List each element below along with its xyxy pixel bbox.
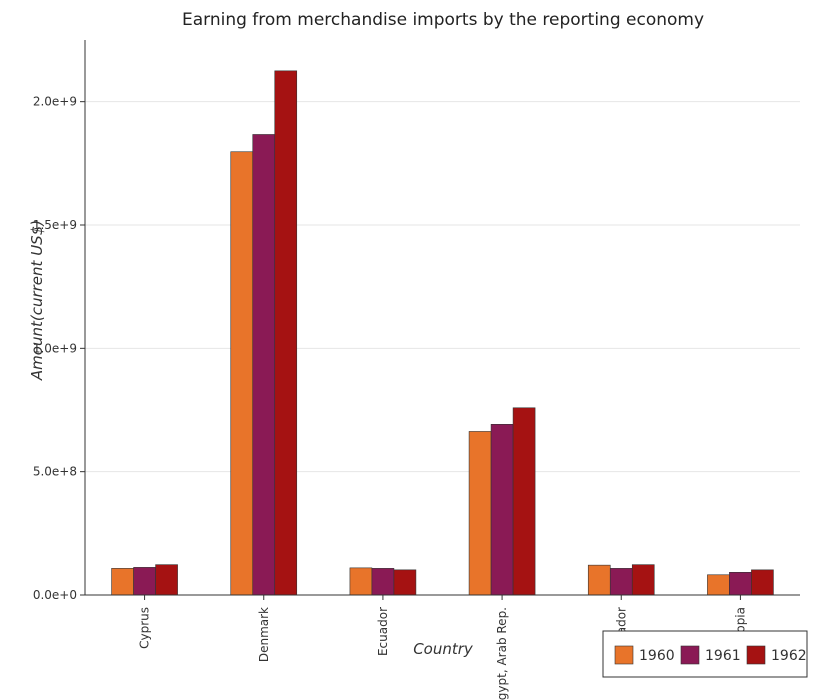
bar-1960 — [707, 574, 730, 596]
x-tick-label: Ecuador — [376, 607, 390, 656]
bar-1961 — [133, 567, 156, 596]
bar-1960 — [111, 568, 134, 596]
legend-swatch — [746, 645, 766, 665]
bar-1962 — [512, 407, 536, 596]
x-tick-label: Denmark — [257, 607, 271, 662]
legend-label: 1961 — [705, 648, 741, 664]
bar-1962 — [393, 569, 417, 596]
bar-1962 — [274, 70, 298, 596]
bar-1960 — [468, 431, 492, 596]
y-tick-label: 0.0e+0 — [33, 588, 77, 602]
legend-label: 1960 — [639, 648, 675, 664]
bar-1961 — [252, 134, 276, 596]
bar-1960 — [349, 567, 373, 596]
bar-1960 — [587, 564, 611, 596]
legend-label: 1962 — [771, 648, 807, 664]
bar-1960 — [230, 151, 254, 596]
bar-1961 — [371, 568, 395, 596]
legend-box — [602, 630, 808, 678]
y-tick-label: 2.0e+9 — [33, 95, 77, 109]
y-tick-label: 1.5e+9 — [33, 218, 77, 232]
legend: 1960 1961 1962 — [602, 630, 808, 678]
bar-1961 — [609, 568, 633, 596]
bar-1961 — [729, 572, 752, 596]
bar-1962 — [631, 564, 655, 596]
y-axis-label: Amount(current US$) — [28, 220, 46, 381]
y-tick-label: 1.0e+9 — [33, 341, 77, 355]
x-axis-label: Country — [413, 640, 474, 658]
bar-1962 — [751, 569, 774, 596]
legend-swatch — [680, 645, 700, 665]
bar-1962 — [155, 564, 178, 596]
x-tick-label: Cyprus — [138, 607, 152, 649]
x-tick-label: Egypt, Arab Rep. — [495, 607, 509, 700]
y-tick-label: 5.0e+8 — [33, 465, 77, 479]
y-axis: 0.0e+0 5.0e+8 1.0e+9 1.5e+9 2.0e+9 — [33, 40, 86, 602]
legend-swatch — [614, 645, 634, 665]
bar-1961 — [490, 424, 514, 596]
chart-title: Earning from merchandise imports by the … — [182, 10, 704, 30]
